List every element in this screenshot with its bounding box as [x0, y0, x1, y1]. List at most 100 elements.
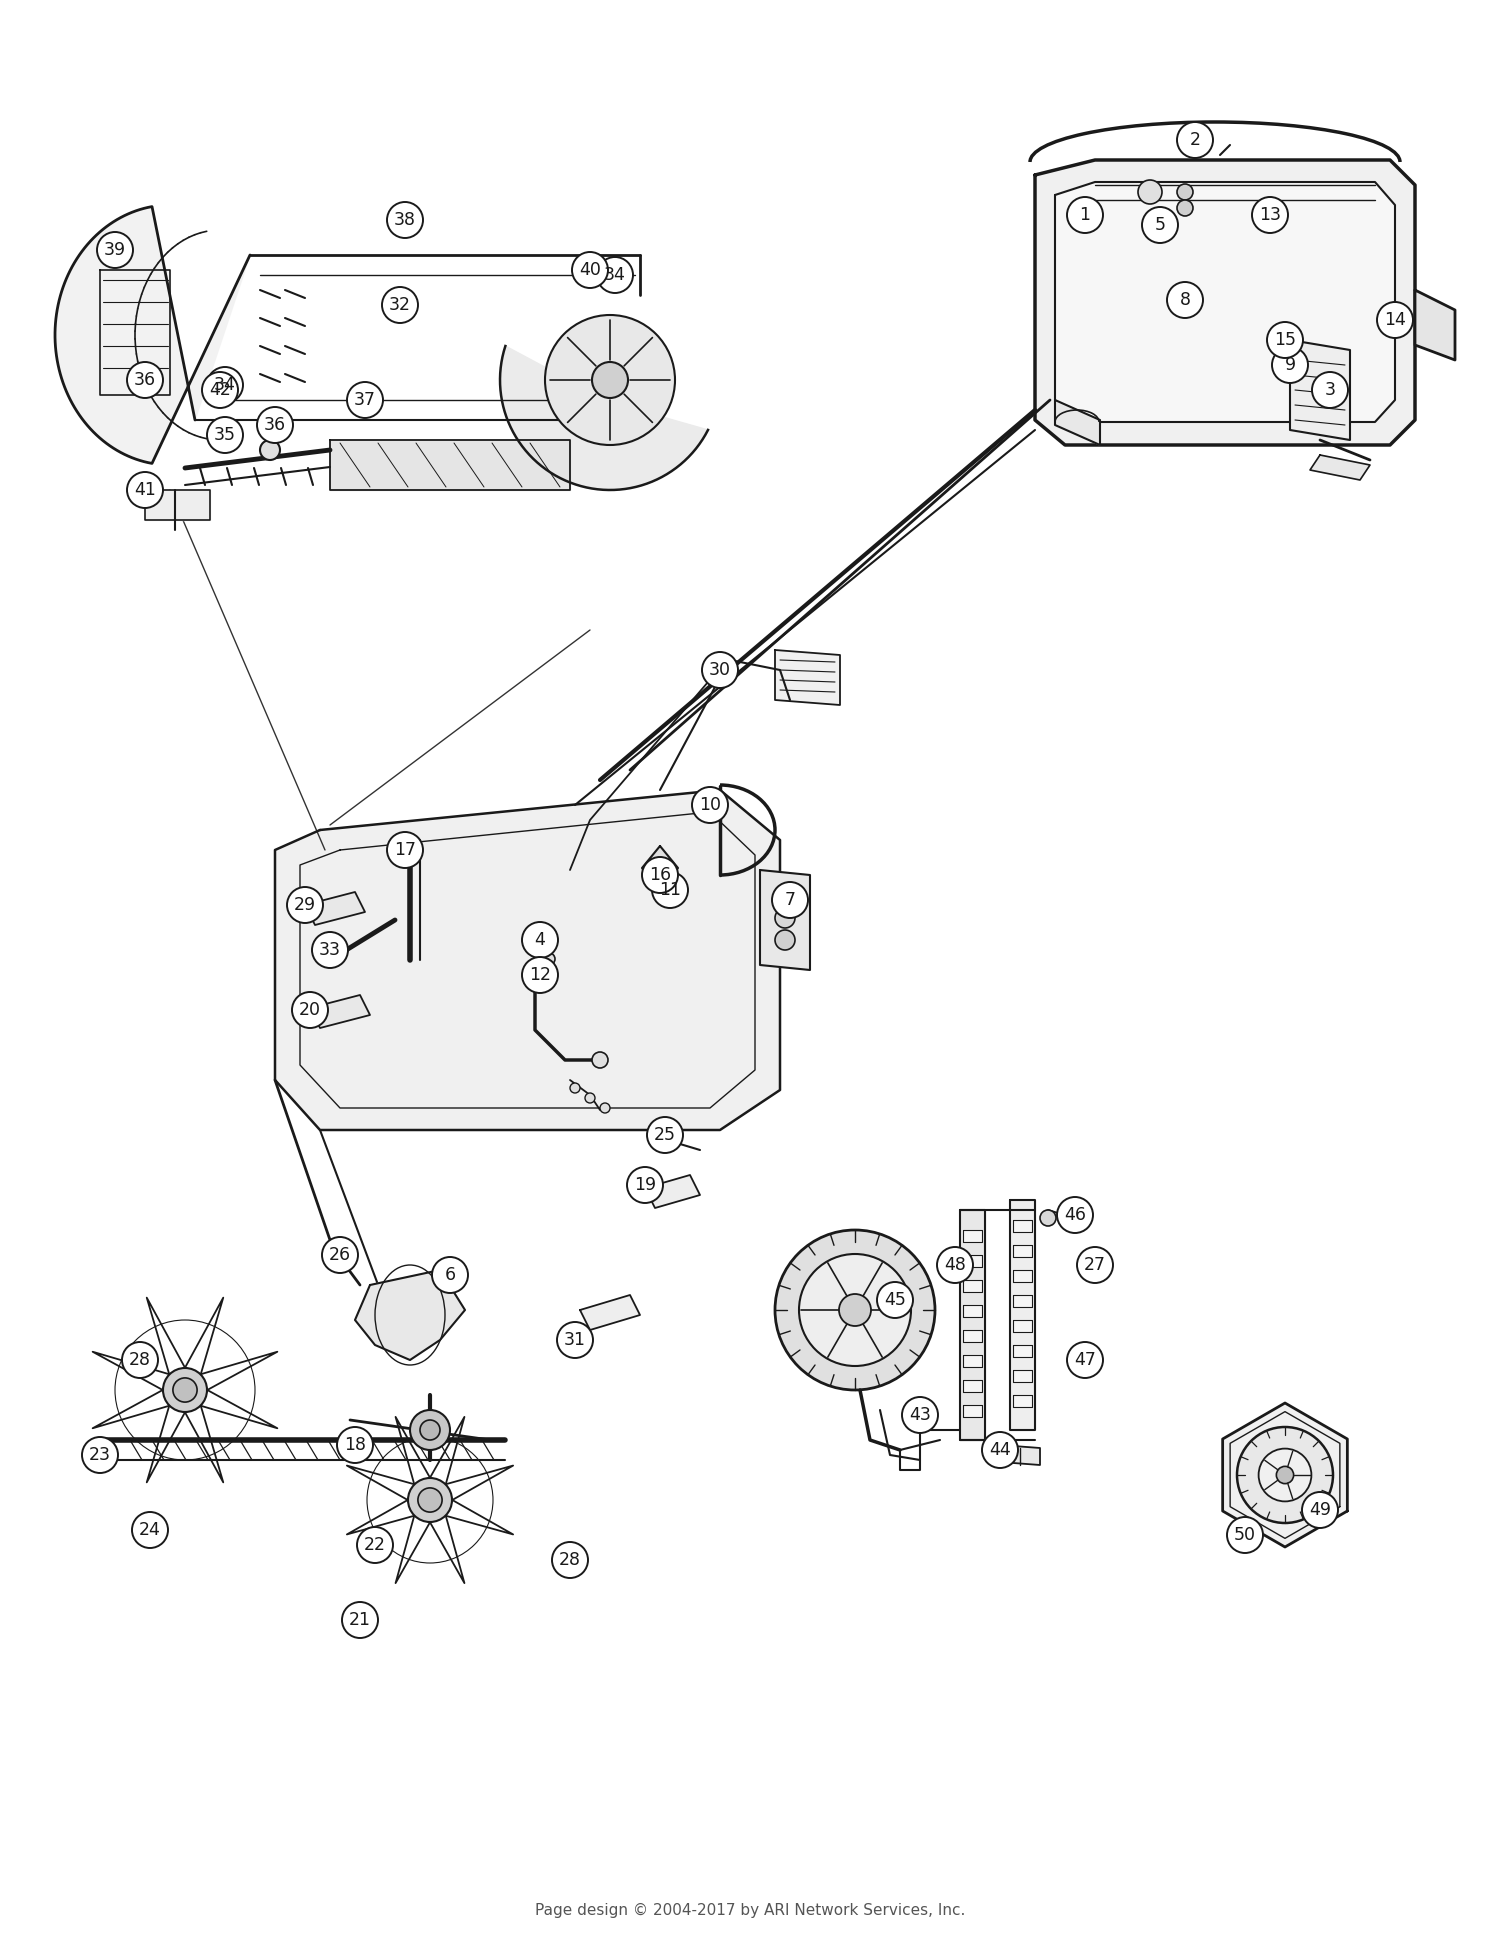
Circle shape	[1268, 322, 1304, 357]
Circle shape	[342, 1601, 378, 1638]
Circle shape	[410, 1409, 450, 1450]
Text: 50: 50	[1234, 1526, 1256, 1543]
Circle shape	[642, 858, 678, 893]
Circle shape	[572, 252, 608, 287]
Circle shape	[256, 408, 292, 443]
Polygon shape	[356, 1269, 465, 1361]
Circle shape	[646, 1116, 682, 1153]
Circle shape	[1077, 1246, 1113, 1283]
Text: 8: 8	[1179, 291, 1191, 309]
Polygon shape	[963, 1330, 982, 1341]
Circle shape	[408, 1477, 452, 1522]
Text: 26: 26	[328, 1246, 351, 1264]
Circle shape	[522, 957, 558, 994]
Circle shape	[543, 953, 555, 965]
Polygon shape	[1054, 400, 1100, 444]
Text: 40: 40	[579, 260, 602, 280]
Circle shape	[387, 833, 423, 868]
Circle shape	[1167, 281, 1203, 318]
Circle shape	[122, 1341, 158, 1378]
Circle shape	[387, 202, 423, 239]
Text: 18: 18	[344, 1436, 366, 1454]
Text: 35: 35	[214, 425, 236, 444]
Polygon shape	[56, 206, 250, 464]
Circle shape	[1258, 1448, 1311, 1502]
Text: 34: 34	[214, 377, 236, 394]
Text: 1: 1	[1080, 206, 1090, 223]
Circle shape	[322, 1236, 358, 1273]
Circle shape	[556, 1322, 592, 1359]
Text: 13: 13	[1258, 206, 1281, 223]
Circle shape	[776, 1231, 934, 1390]
Circle shape	[1227, 1518, 1263, 1553]
Circle shape	[585, 1093, 596, 1102]
Circle shape	[382, 287, 418, 322]
Polygon shape	[310, 996, 370, 1029]
Text: 5: 5	[1155, 215, 1166, 235]
Polygon shape	[1013, 1244, 1032, 1258]
Polygon shape	[146, 489, 210, 520]
Polygon shape	[1013, 1370, 1032, 1382]
Text: 29: 29	[294, 897, 316, 914]
Text: Page design © 2004-2017 by ARI Network Services, Inc.: Page design © 2004-2017 by ARI Network S…	[536, 1902, 964, 1918]
Polygon shape	[1013, 1269, 1032, 1281]
Text: 36: 36	[264, 415, 286, 435]
Circle shape	[286, 887, 322, 924]
Circle shape	[702, 652, 738, 687]
Polygon shape	[1013, 1320, 1032, 1332]
Text: 38: 38	[394, 212, 416, 229]
Circle shape	[552, 1541, 588, 1578]
Text: 17: 17	[394, 840, 416, 860]
Text: 44: 44	[988, 1440, 1011, 1460]
Text: 2: 2	[1190, 130, 1200, 149]
Circle shape	[1238, 1427, 1334, 1524]
Circle shape	[772, 881, 808, 918]
Circle shape	[600, 1102, 610, 1112]
Circle shape	[312, 932, 348, 969]
Polygon shape	[100, 270, 170, 396]
Circle shape	[1066, 196, 1102, 233]
Circle shape	[627, 1167, 663, 1203]
Text: 22: 22	[364, 1535, 386, 1555]
Circle shape	[132, 1512, 168, 1549]
Polygon shape	[580, 1295, 640, 1330]
Circle shape	[292, 992, 328, 1029]
Text: 33: 33	[320, 941, 340, 959]
Polygon shape	[500, 345, 708, 489]
Polygon shape	[963, 1304, 982, 1318]
Text: 23: 23	[88, 1446, 111, 1464]
Circle shape	[1066, 1341, 1102, 1378]
Text: 41: 41	[134, 481, 156, 499]
Circle shape	[98, 233, 134, 268]
Polygon shape	[1310, 454, 1370, 479]
Polygon shape	[645, 1174, 700, 1207]
Circle shape	[207, 417, 243, 452]
Circle shape	[419, 1489, 442, 1512]
Text: 9: 9	[1284, 355, 1296, 375]
Text: 31: 31	[564, 1332, 586, 1349]
Text: 45: 45	[884, 1291, 906, 1308]
Text: 14: 14	[1384, 311, 1406, 330]
Text: 24: 24	[140, 1522, 160, 1539]
Text: 15: 15	[1274, 332, 1296, 349]
Polygon shape	[642, 846, 678, 891]
Circle shape	[1040, 1209, 1056, 1227]
Circle shape	[1178, 184, 1192, 200]
Text: 32: 32	[388, 295, 411, 314]
Circle shape	[1142, 208, 1178, 243]
Circle shape	[800, 1254, 910, 1366]
Polygon shape	[304, 893, 364, 926]
Circle shape	[1276, 1465, 1293, 1483]
Circle shape	[207, 367, 243, 404]
Circle shape	[1058, 1198, 1094, 1233]
Text: 7: 7	[784, 891, 795, 908]
Polygon shape	[1010, 1200, 1035, 1431]
Text: 20: 20	[298, 1002, 321, 1019]
Circle shape	[522, 922, 558, 959]
Text: 28: 28	[129, 1351, 152, 1368]
Circle shape	[260, 441, 280, 460]
Polygon shape	[776, 650, 840, 705]
Polygon shape	[963, 1256, 982, 1267]
Circle shape	[1312, 373, 1348, 408]
Text: 10: 10	[699, 796, 721, 813]
